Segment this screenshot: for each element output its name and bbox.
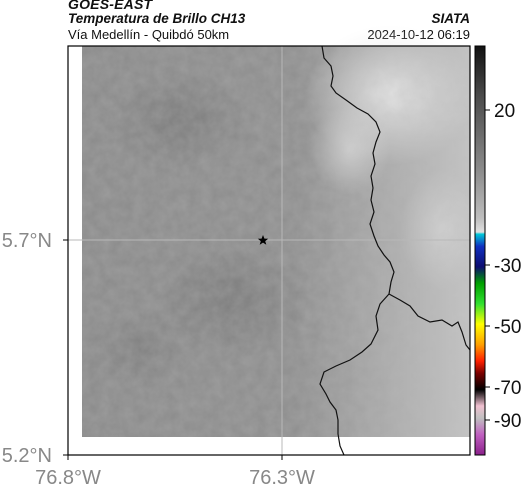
product-title: Temperatura de Brillo CH13 — [68, 11, 246, 26]
colorbar-tick-minus90: -90 — [494, 411, 521, 432]
region-subtitle: Vía Medellín - Quibdó 50km — [68, 27, 230, 42]
lat-label-5-2: 5.2°N — [2, 445, 52, 467]
lon-label-76-3: 76.3°W — [249, 467, 315, 489]
department-border-branch — [388, 293, 471, 351]
agency-label: SIATA — [431, 11, 471, 26]
lon-label-76-8: 76.8°W — [35, 467, 101, 489]
colorbar-tick-minus50: -50 — [494, 317, 521, 338]
satellite-title: GOES-EAST — [68, 0, 153, 12]
colorbar-tick-minus30: -30 — [494, 256, 521, 277]
lat-label-5-7: 5.7°N — [2, 230, 52, 252]
colorbar-tick-20: 20 — [494, 101, 515, 122]
star-icon — [257, 235, 269, 245]
colorbar-tick-minus70: -70 — [494, 378, 521, 399]
colorbar: 20 -30 -50 -70 -90 — [474, 45, 521, 456]
department-border — [319, 45, 395, 456]
brightness-temperature-image — [82, 25, 480, 437]
